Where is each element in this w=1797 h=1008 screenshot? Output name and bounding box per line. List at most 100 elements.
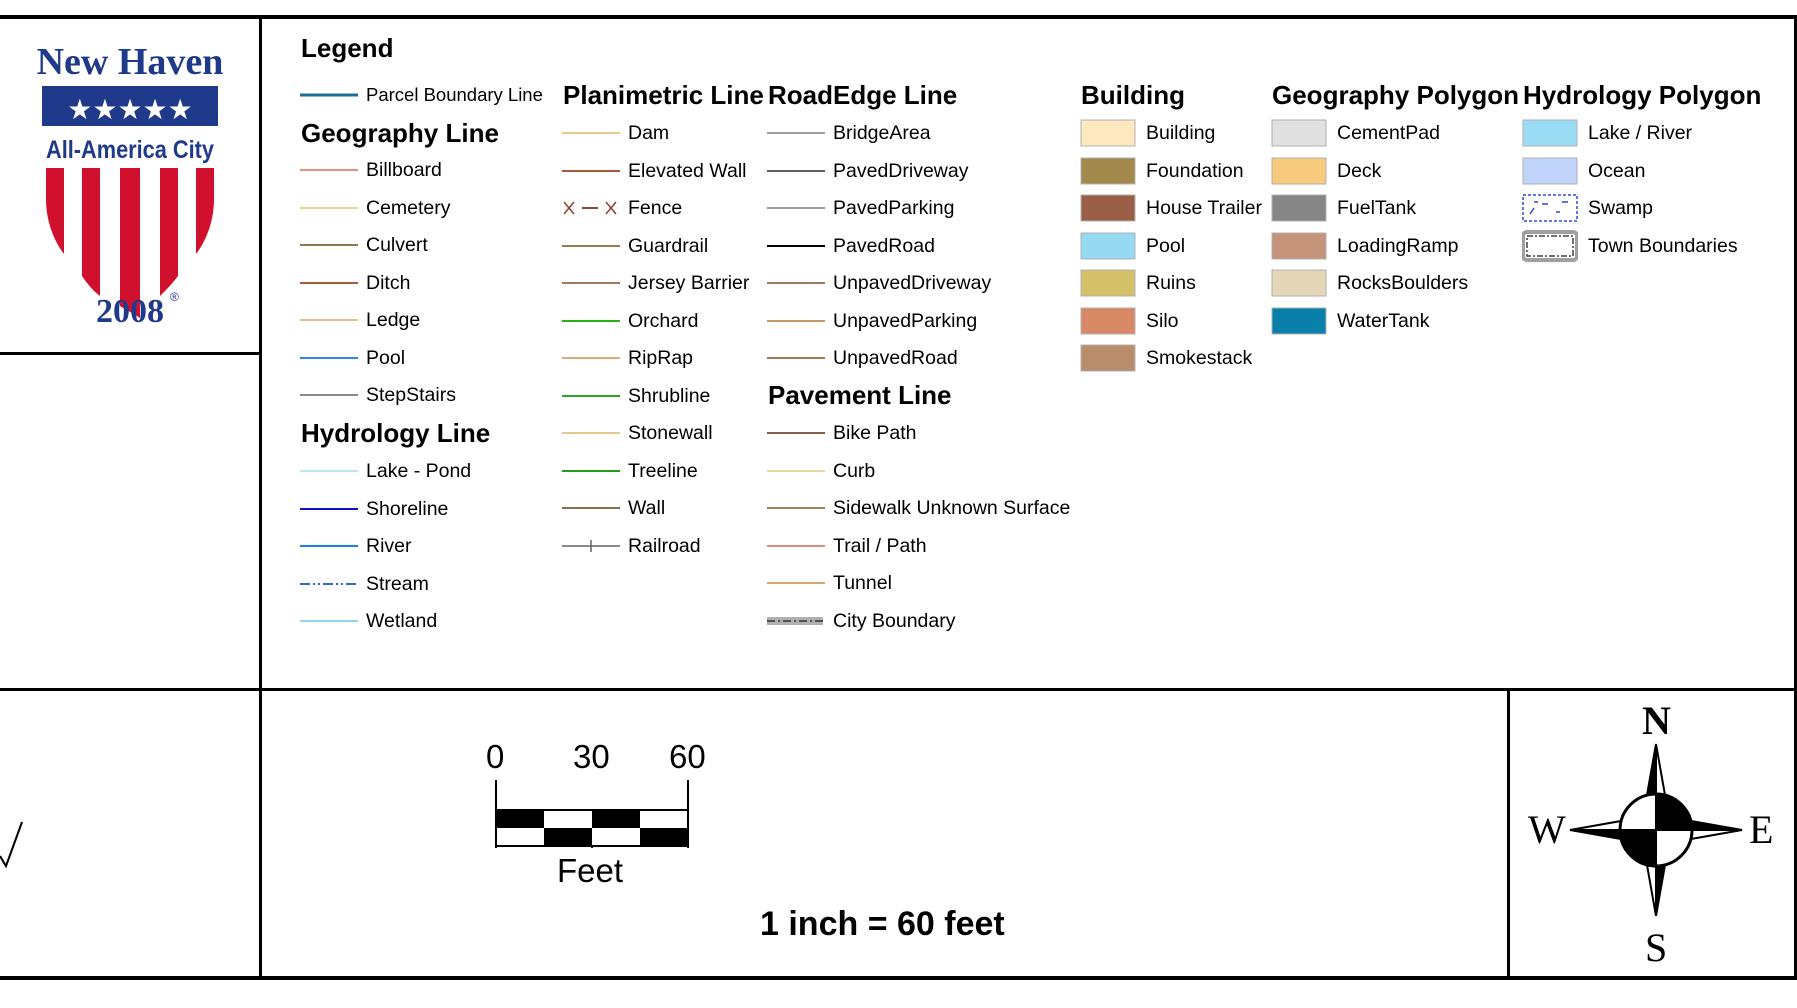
legend-item-label: Ditch xyxy=(366,271,411,294)
legend-item-label: RipRap xyxy=(628,347,694,369)
legend-item-label: Pool xyxy=(366,346,406,369)
legend-item-label: Stonewall xyxy=(628,422,713,444)
legend-item-label: LoadingRamp xyxy=(1337,234,1459,257)
legend-item-label: Billboard xyxy=(366,159,442,181)
polygon-symbol xyxy=(1271,157,1327,184)
legend-header-geography-line: Geography Line xyxy=(301,118,499,148)
legend-item-label: StepStairs xyxy=(366,384,456,406)
logo-city-name: New Haven xyxy=(36,41,224,83)
legend-item-label: Pool xyxy=(1146,234,1186,257)
legend-item-label: Tunnel xyxy=(833,572,892,594)
legend-header-hydrology-polygon: Hydrology Polygon xyxy=(1523,80,1762,110)
line-symbol xyxy=(562,469,620,472)
legend-item-label: Foundation xyxy=(1146,159,1244,182)
legend-item-label: Wall xyxy=(628,497,666,519)
legend-item-label: Jersey Barrier xyxy=(628,272,750,294)
line-symbol xyxy=(300,582,358,585)
compass-label-south: S xyxy=(1645,925,1668,970)
legend-item-label: UnpavedParking xyxy=(833,309,978,332)
legend-item-label: Building xyxy=(1146,122,1216,144)
legend-item-label: RocksBoulders xyxy=(1337,272,1469,294)
line-symbol xyxy=(562,394,620,397)
logo-stars: ★★★★★ xyxy=(67,93,193,126)
polygon-symbol xyxy=(1080,307,1136,334)
line-symbol xyxy=(767,282,825,284)
line-symbol xyxy=(300,206,358,209)
logo-registered-mark: ® xyxy=(170,290,179,304)
scale-tick-label-1: 30 xyxy=(573,738,610,775)
line-symbol xyxy=(767,616,823,625)
frame-bottom-border xyxy=(0,976,1797,980)
line-symbol xyxy=(300,470,358,472)
compass-panel-divider xyxy=(1507,689,1510,979)
scale-unit-label: Feet xyxy=(557,852,624,889)
line-symbol xyxy=(562,169,620,172)
polygon-symbol xyxy=(1080,269,1136,297)
scale-tick-label-2: 60 xyxy=(669,738,706,775)
polygon-symbol xyxy=(1271,232,1327,259)
polygon-symbol xyxy=(1271,307,1327,334)
line-symbol xyxy=(767,357,825,359)
legend-item-label: Trail / Path xyxy=(833,534,927,557)
line-symbol xyxy=(300,169,358,171)
polygon-symbol xyxy=(1271,269,1327,297)
line-symbol xyxy=(300,545,358,547)
line-symbol xyxy=(300,244,358,246)
legend-item-label: Deck xyxy=(1337,159,1382,182)
polygon-symbol xyxy=(1080,344,1136,372)
line-symbol xyxy=(300,319,358,321)
line-symbol xyxy=(767,507,825,509)
frame-right-border xyxy=(1794,15,1797,980)
line-symbol xyxy=(767,582,825,584)
legend-item-label: Ledge xyxy=(366,309,421,331)
frame-vertical-divider xyxy=(259,15,262,980)
polygon-symbol xyxy=(1080,119,1136,147)
legend-item-label: UnpavedDriveway xyxy=(833,272,992,294)
legend-item-label: UnpavedRoad xyxy=(833,347,958,369)
polygon-symbol xyxy=(1522,194,1578,222)
logo-year: 2008 xyxy=(96,293,164,330)
legend-item-label: PavedParking xyxy=(833,197,955,219)
polygon-symbol xyxy=(1080,232,1136,259)
legend-item-label: Dam xyxy=(628,122,670,144)
legend-item-label: Elevated Wall xyxy=(628,159,747,182)
legend-item-label: Town Boundaries xyxy=(1588,234,1738,257)
polygon-symbol xyxy=(1080,194,1136,222)
legend-header-hydrology-line: Hydrology Line xyxy=(301,418,491,448)
polygon-symbol xyxy=(1522,119,1578,147)
compass-label-north: N xyxy=(1642,698,1671,743)
legend-item-label: WaterTank xyxy=(1337,309,1430,332)
line-symbol xyxy=(562,244,620,247)
legend-item-label: House Trailer xyxy=(1146,197,1262,219)
legend-item-label: Guardrail xyxy=(628,234,709,257)
line-symbol xyxy=(300,507,358,510)
frame-top-border xyxy=(0,15,1797,19)
legend-item-label: PavedDriveway xyxy=(833,159,969,182)
polygon-symbol xyxy=(1522,157,1578,184)
legend-item-label: FuelTank xyxy=(1337,197,1417,219)
line-symbol xyxy=(300,356,358,359)
scale-bar xyxy=(495,780,689,848)
polygon-symbol xyxy=(1522,229,1578,262)
all-america-city-logo: New Haven ★★★★★ All-America City ® 2008 xyxy=(0,30,260,340)
north-arrow-compass xyxy=(1569,743,1743,917)
legend-item-label: Treeline xyxy=(628,459,698,482)
line-symbol xyxy=(300,281,358,284)
legend-bottom-divider xyxy=(0,688,1797,691)
compass-label-east: E xyxy=(1749,807,1774,852)
line-symbol xyxy=(767,132,825,134)
line-symbol xyxy=(562,539,620,552)
legend-item-label: Ocean xyxy=(1588,159,1646,182)
line-symbol xyxy=(562,507,620,509)
legend-item-label: Shrubline xyxy=(628,384,711,407)
legend-header-planimetric-line: Planimetric Line xyxy=(563,80,764,110)
line-symbol xyxy=(562,282,620,284)
line-symbol xyxy=(300,93,358,97)
legend-header-roadedge-line: RoadEdge Line xyxy=(768,80,958,110)
line-symbol xyxy=(767,432,825,434)
legend-item-label: Lake / River xyxy=(1588,122,1693,144)
scale-ratio-text: 1 inch = 60 feet xyxy=(760,905,1005,943)
legend-item-label: CementPad xyxy=(1337,122,1440,144)
line-symbol xyxy=(562,319,620,322)
polygon-symbol xyxy=(1080,157,1136,184)
